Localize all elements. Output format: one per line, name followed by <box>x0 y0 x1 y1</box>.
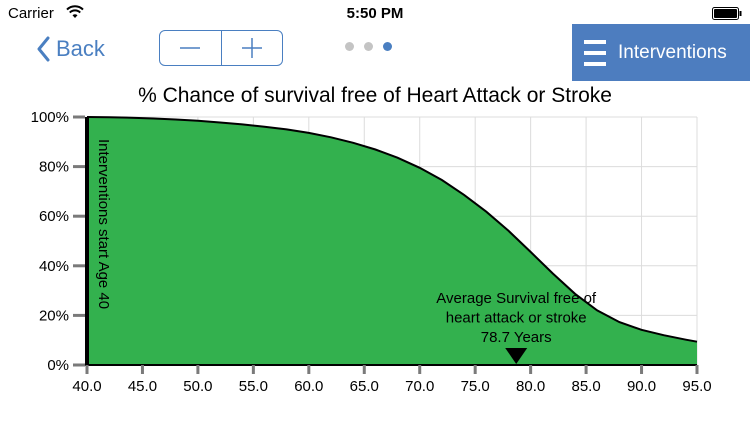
page-dot-3[interactable] <box>383 42 392 51</box>
average-label-line-3: 78.7 Years <box>481 329 552 346</box>
interventions-label: Interventions <box>618 41 727 63</box>
x-tick-label: 60.0 <box>294 378 323 395</box>
chart-axes: 0% 20% 40% 60% 80% 100% 40.0 45.0 50.0 55.0 60.0 65… <box>31 109 712 395</box>
x-tick-label: 55.0 <box>239 378 268 395</box>
average-marker <box>505 348 528 364</box>
y-tick-label: 20% <box>39 307 69 324</box>
status-bar: Carrier 5:50 PM <box>0 0 750 28</box>
age-stepper[interactable] <box>159 30 283 66</box>
plus-icon <box>241 38 262 58</box>
menu-icon <box>584 39 606 66</box>
interventions-button[interactable]: Interventions <box>572 24 750 81</box>
carrier-label: Carrier <box>8 5 54 22</box>
y-tick-label: 80% <box>39 159 69 176</box>
x-tick-label: 40.0 <box>72 378 101 395</box>
x-tick-label: 85.0 <box>571 378 600 395</box>
y-tick-label: 40% <box>39 258 69 275</box>
interventions-start-label: Interventions start Age 40 <box>95 139 112 309</box>
average-label-line-2: heart attack or stroke <box>446 310 587 327</box>
page-dot-2[interactable] <box>364 42 373 51</box>
survival-area <box>87 117 697 365</box>
x-tick-label: 45.0 <box>128 378 157 395</box>
x-tick-label: 65.0 <box>350 378 379 395</box>
page-indicator[interactable] <box>345 42 392 51</box>
page-dot-1[interactable] <box>345 42 354 51</box>
chevron-left-icon <box>37 36 50 62</box>
clock: 5:50 PM <box>346 5 404 22</box>
y-tick-label: 0% <box>47 357 69 374</box>
x-tick-label: 90.0 <box>627 378 656 395</box>
wifi-icon <box>66 5 84 18</box>
decrement-button[interactable] <box>160 31 221 65</box>
x-tick-label: 95.0 <box>682 378 711 395</box>
chart-title: % Chance of survival free of Heart Attac… <box>138 84 612 107</box>
survival-curve <box>86 116 698 343</box>
average-label-line-1: Average Survival free of <box>436 290 597 307</box>
minus-icon <box>180 47 201 49</box>
increment-button[interactable] <box>220 31 283 65</box>
y-tick-label: 100% <box>31 109 69 126</box>
x-tick-label: 50.0 <box>183 378 212 395</box>
battery-icon <box>712 7 742 20</box>
x-tick-label: 70.0 <box>405 378 434 395</box>
x-tick-label: 75.0 <box>461 378 490 395</box>
y-tick-label: 60% <box>39 208 69 225</box>
x-tick-label: 80.0 <box>516 378 545 395</box>
back-button[interactable]: Back <box>36 33 105 65</box>
back-label: Back <box>56 36 105 61</box>
